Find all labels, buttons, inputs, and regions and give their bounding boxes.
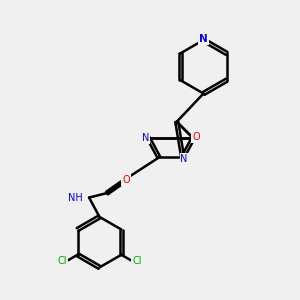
Text: Cl: Cl bbox=[132, 256, 142, 266]
Text: N: N bbox=[199, 34, 208, 44]
Text: N: N bbox=[142, 133, 149, 143]
Text: Cl: Cl bbox=[57, 256, 67, 266]
Text: O: O bbox=[192, 132, 200, 142]
Text: O: O bbox=[122, 175, 130, 185]
Text: N: N bbox=[181, 154, 188, 164]
Text: NH: NH bbox=[68, 193, 83, 202]
